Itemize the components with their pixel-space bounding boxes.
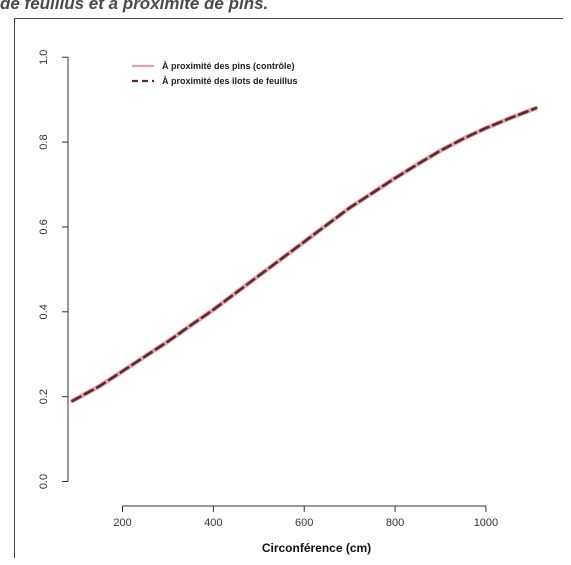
x-axis-title: Circonférence (cm): [262, 541, 371, 555]
page-caption: de feuillus et à proximité de pins.: [0, 0, 269, 13]
x-tick-label: 1000: [474, 517, 498, 529]
series-layer: [70, 105, 539, 404]
y-tick-label: 0.4: [38, 304, 50, 319]
legend-label-1: À proximité des pins (contrôle): [162, 61, 295, 71]
y-tick-label: 0.6: [38, 219, 50, 234]
legend: À proximité des pins (contrôle) À proximi…: [132, 61, 298, 86]
x-tick-label: 200: [113, 517, 131, 529]
y-tick-label: 0.8: [38, 134, 50, 149]
y-tick-label: 0.0: [38, 474, 50, 489]
x-tick-label: 800: [386, 517, 404, 529]
x-axis: 200 400 600 800 1000: [113, 505, 498, 529]
series-line-2: [71, 106, 538, 403]
legend-label-2: À proximité des îlots de feuillus: [162, 76, 298, 86]
series-line-1: [70, 105, 539, 404]
y-tick-label: 1.0: [38, 50, 50, 65]
y-tick-label: 0.2: [38, 389, 50, 404]
x-tick-label: 400: [204, 517, 222, 529]
x-tick-label: 600: [295, 517, 313, 529]
y-axis: 0.0 0.2 0.4 0.6 0.8 1.0: [38, 50, 69, 489]
figure-frame: [14, 18, 563, 558]
